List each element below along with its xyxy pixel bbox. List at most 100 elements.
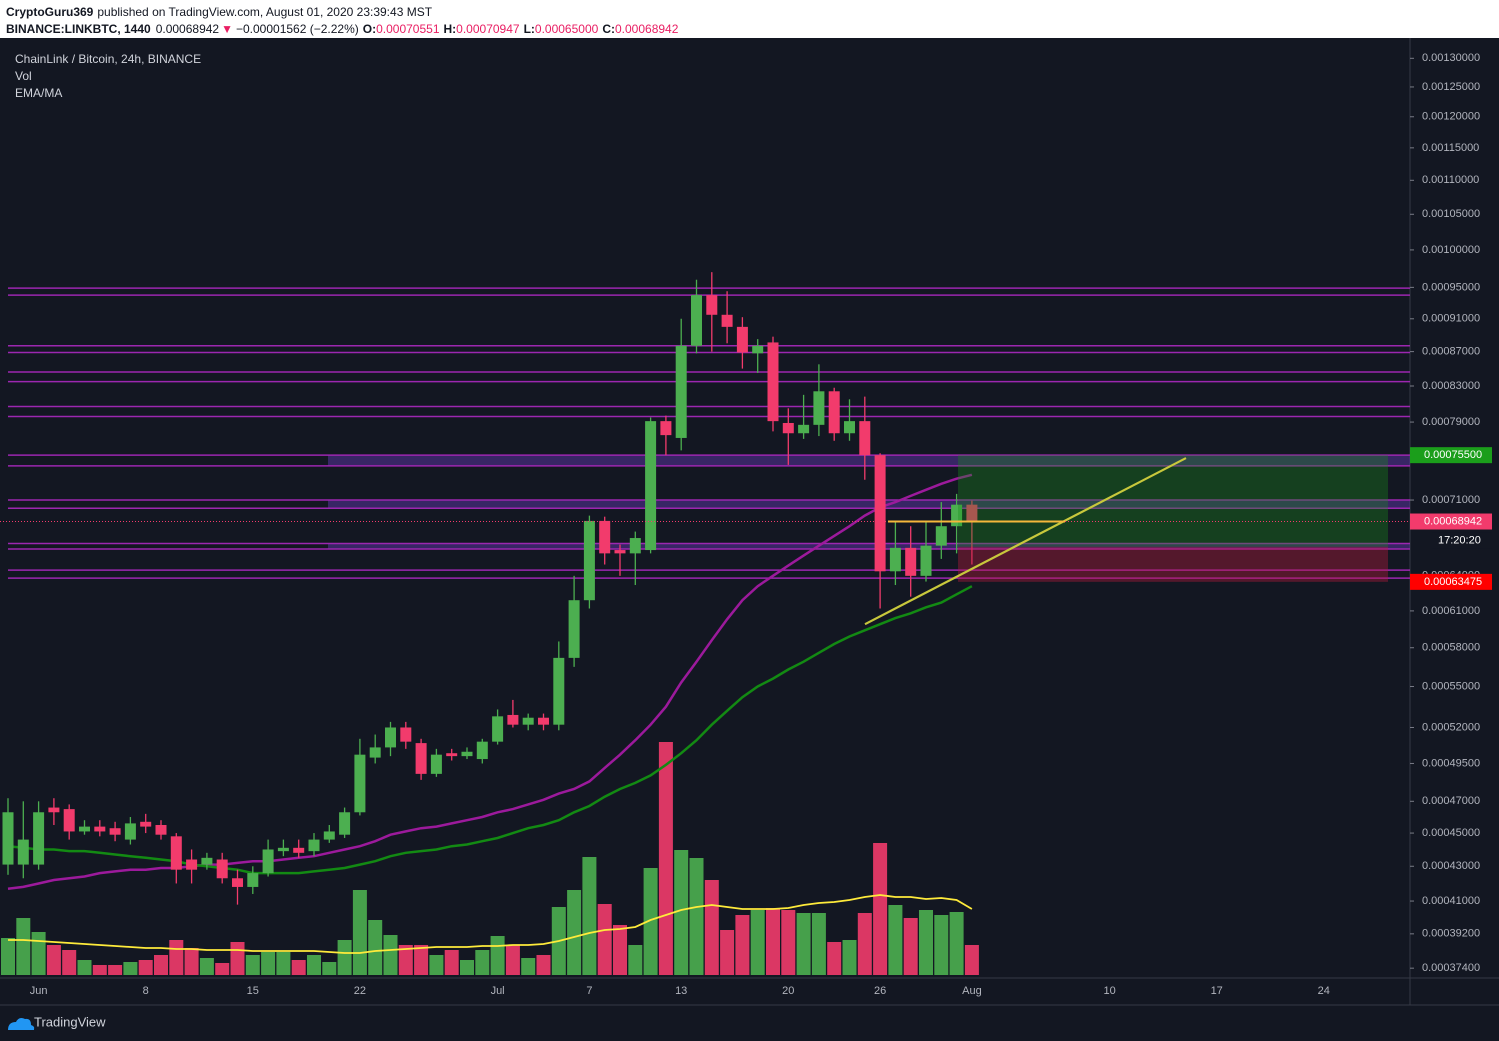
volume-bar: [658, 742, 673, 975]
candle-body: [874, 455, 886, 572]
candle-body: [415, 743, 427, 774]
candle-body: [155, 825, 167, 835]
volume-bar: [903, 918, 918, 975]
candle-body: [385, 727, 396, 748]
volume-bar: [704, 880, 719, 975]
trendline: [864, 457, 1187, 626]
ohlc-key: H:: [444, 22, 457, 36]
ohlc-key: L:: [524, 22, 535, 36]
candle-body: [94, 826, 106, 832]
candle-body: [905, 547, 917, 576]
candle-body: [308, 839, 320, 852]
volume-bar: [199, 958, 214, 975]
header-line: BINANCE:LINKBTC, 1440 0.00068942 ▼ −0.00001…: [6, 22, 679, 36]
ohlc-value: 0.00068942: [615, 22, 679, 36]
volume-bar: [383, 935, 398, 975]
y-tick-label: 0.00045000: [1422, 827, 1480, 839]
candle-body: [645, 421, 657, 551]
candle-body: [446, 753, 458, 757]
volume-ma-line: [8, 894, 973, 954]
header-line: CryptoGuru369 published on TradingView.co…: [6, 5, 433, 19]
volume-bar: [490, 936, 505, 975]
volume-bar: [352, 890, 367, 975]
volume-bar: [613, 925, 627, 975]
price-tag: [1410, 447, 1492, 464]
ma-line: [7, 585, 973, 875]
x-tick-label: Jun: [30, 985, 48, 997]
volume-bar: [689, 858, 704, 975]
volume-bar: [46, 945, 61, 975]
candle-body: [721, 314, 733, 327]
volume-bar: [62, 950, 77, 975]
candle-body: [660, 421, 672, 436]
ohlc-key: C:: [602, 22, 615, 36]
candle-body: [247, 873, 259, 887]
volume-bar: [368, 920, 383, 975]
candle-body: [140, 821, 152, 827]
candle-body: [201, 857, 213, 865]
y-tick-label: 0.00125000: [1422, 81, 1480, 93]
candle-body: [354, 754, 366, 813]
chart-title: ChainLink / Bitcoin, 24h, BINANCE: [15, 52, 201, 66]
candle-body: [293, 847, 305, 853]
volume-bar: [337, 940, 352, 975]
candle-body: [339, 812, 351, 835]
volume-bar: [398, 945, 413, 975]
x-tick-label: 17: [1211, 985, 1223, 997]
volume-label: Vol: [15, 69, 32, 83]
indicator-label: EMA/MA: [15, 86, 62, 100]
volume-bar: [934, 915, 949, 975]
volume-bar: [766, 908, 780, 975]
candle-body: [736, 326, 748, 353]
y-tick-label: 0.00105000: [1422, 208, 1480, 220]
y-tick-label: 0.00100000: [1422, 244, 1480, 256]
x-tick-label: 20: [782, 985, 794, 997]
volume-bar: [735, 915, 750, 975]
volume-bar: [276, 952, 291, 975]
x-tick-label: 26: [874, 985, 886, 997]
candle-body: [599, 520, 611, 554]
volume-bar: [123, 962, 138, 975]
volume-bar: [92, 965, 107, 975]
volume-bar: [291, 960, 306, 975]
volume-bar: [414, 945, 429, 975]
volume-bar: [505, 945, 520, 975]
x-tick-label: 13: [675, 985, 687, 997]
volume-bar: [322, 962, 337, 975]
volume-bar: [215, 963, 230, 975]
candle-body: [614, 550, 626, 554]
logo: TradingView: [8, 1014, 106, 1030]
candle-body: [48, 807, 60, 813]
candle-body: [461, 751, 473, 757]
y-tick-label: 0.00061000: [1422, 605, 1480, 617]
volume-bar: [1, 938, 15, 975]
zone: [328, 500, 1410, 509]
y-tick-label: 0.00052000: [1422, 721, 1480, 733]
candle-body: [920, 545, 932, 576]
volume-bar: [720, 930, 735, 975]
y-tick-label: 0.00110000: [1422, 174, 1479, 186]
y-tick-label: 0.00058000: [1422, 642, 1480, 654]
y-tick-label: 0.00037400: [1422, 962, 1480, 974]
header-band: [0, 0, 1499, 38]
volume-bar: [827, 942, 842, 975]
candle-body: [277, 847, 289, 852]
volume-bar: [597, 904, 612, 975]
volume-bar: [964, 945, 979, 975]
candle-body: [966, 504, 978, 522]
volume-bar: [31, 932, 46, 975]
volume-bar: [796, 913, 811, 975]
zone: [328, 543, 1410, 549]
volume-bar: [108, 965, 123, 975]
published: published on TradingView.com, August 01,…: [97, 5, 432, 19]
x-tick-label: 22: [354, 985, 366, 997]
volume-bar: [245, 955, 260, 975]
candle-body: [752, 345, 764, 354]
y-tick-label: 0.00043000: [1422, 860, 1480, 872]
ohlc-value: 0.00070551: [376, 22, 440, 36]
candle-body: [323, 831, 335, 840]
y-tick-label: 0.00079000: [1422, 416, 1480, 428]
x-tick-label: Aug: [962, 985, 982, 997]
plot: [0, 272, 1410, 975]
price-tag-label: 0.00068942: [1424, 515, 1482, 527]
